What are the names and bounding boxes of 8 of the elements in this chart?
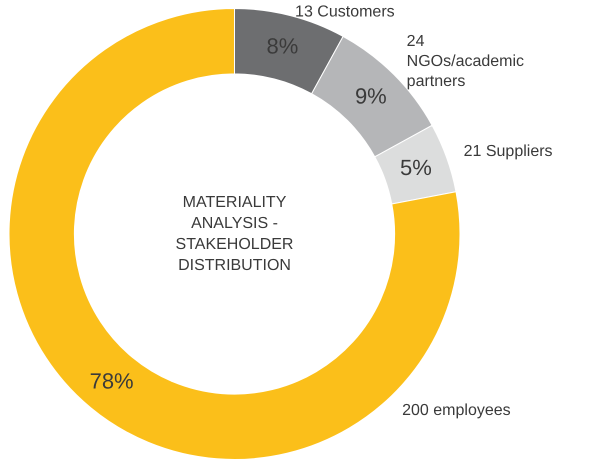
slice-label: 24 NGOs/academic partners [406,33,524,90]
slice-label: 21 Suppliers [464,142,553,160]
slice-label: 13 Customers [295,3,395,20]
data-label: 78% [90,368,134,394]
text: MATERIALITY ANALYSIS - STAKEHOLDER DISTRIBUTION [176,194,294,274]
data-label: 9% [354,84,387,109]
slice-label: 200 employees [402,402,511,420]
data-label: 5% [400,154,432,180]
